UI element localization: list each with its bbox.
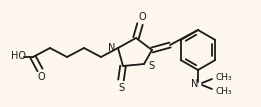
Text: HO: HO <box>10 51 26 61</box>
Text: S: S <box>148 61 154 71</box>
Text: N: N <box>191 79 199 89</box>
Text: O: O <box>138 12 146 22</box>
Text: S: S <box>118 83 124 93</box>
Text: N: N <box>108 43 116 53</box>
Text: CH₃: CH₃ <box>216 86 232 96</box>
Text: CH₃: CH₃ <box>216 73 232 82</box>
Text: O: O <box>37 72 45 82</box>
